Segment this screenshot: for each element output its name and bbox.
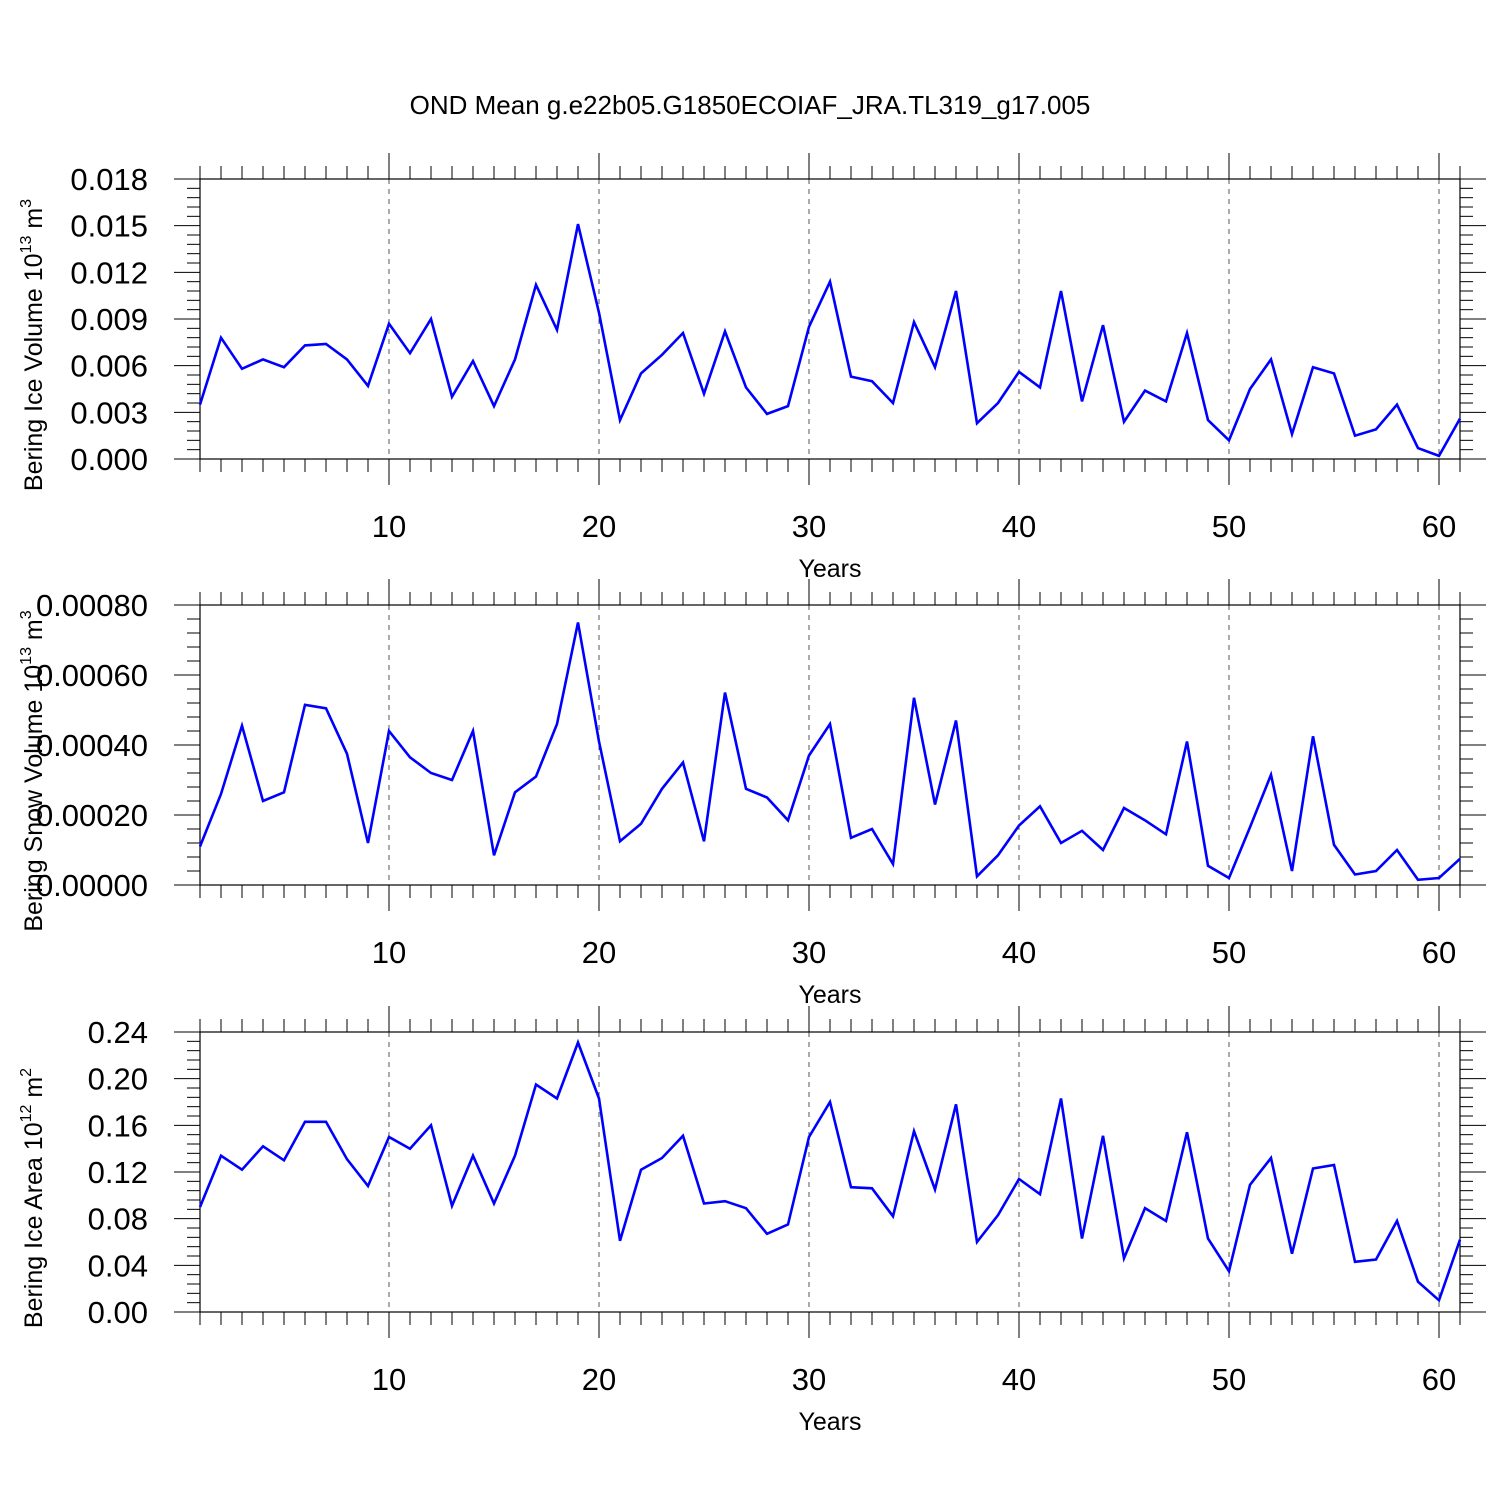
- series-line-snow-volume: [198, 622, 1461, 882]
- panel-ice-volume: 0.000 0.003 0.006 0.009 0.012 0.015 0.018 10 20 3…: [18, 153, 1486, 583]
- y-tick-label: 0.015: [70, 209, 148, 244]
- y-tick-label: 0.12: [88, 1155, 148, 1190]
- x-tick-label-30: 30: [792, 509, 826, 544]
- x-tick-label-50: 50: [1212, 509, 1246, 544]
- x-tick-label-20: 20: [582, 509, 616, 544]
- y-tick-label: 0.00000: [36, 868, 148, 903]
- x-tick-label-60: 60: [1422, 1362, 1456, 1397]
- y-axis-title-main: Bering Ice Area 10: [20, 1122, 48, 1328]
- x-axis-title: Years: [798, 555, 861, 583]
- y-axis-title-main: Bering Ice Volume 10: [20, 253, 48, 491]
- y-tick-label: 0.006: [70, 349, 148, 384]
- y-tick-label: 0.00020: [36, 798, 148, 833]
- plot-frame: [199, 1031, 1461, 1313]
- y-tick-label: 0.08: [88, 1202, 148, 1237]
- y-axis-title-main: Bering Snow Volume 10: [20, 665, 48, 932]
- x-tick-label-10: 10: [372, 935, 406, 970]
- series-line-ice-area: [198, 1038, 1462, 1303]
- y-tick-label: 0.04: [88, 1248, 148, 1283]
- y-tick-label: 0.009: [70, 302, 148, 337]
- y-tick-label: 0.24: [88, 1015, 148, 1050]
- y-axis-title-exponent: 13: [18, 236, 35, 254]
- plot-frame: [199, 178, 1461, 460]
- y-axis-title-unit: m: [20, 1077, 48, 1105]
- y-tick-label: 0.00040: [36, 728, 148, 763]
- x-tick-label-20: 20: [582, 1362, 616, 1397]
- x-tick-label-40: 40: [1002, 1362, 1036, 1397]
- y-axis-title-unit: m: [20, 619, 48, 647]
- panel-snow-volume: 0.00000 0.00020 0.00040 0.00060 0.00080 10 20 3…: [18, 579, 1486, 1009]
- y-tick-label: 0.012: [70, 255, 148, 290]
- x-tick-label-60: 60: [1422, 509, 1456, 544]
- y-axis-title: Bering Ice Volume 1013 m3: [18, 199, 48, 491]
- x-tick-label-40: 40: [1002, 509, 1036, 544]
- y-tick-label: 0.000: [70, 442, 148, 477]
- y-tick-label: 0.018: [70, 162, 148, 197]
- y-tick-label: 0.16: [88, 1108, 148, 1143]
- y-tick-label: 0.00: [88, 1295, 148, 1330]
- y-tick-label: 0.00060: [36, 658, 148, 693]
- series-line-ice-volume: [198, 223, 1462, 458]
- y-tick-label: 0.003: [70, 395, 148, 430]
- x-tick-label-50: 50: [1212, 1362, 1246, 1397]
- y-axis-title-unit-exponent: 3: [18, 199, 35, 208]
- y-axis-title-exponent: 13: [18, 647, 35, 665]
- y-axis-title-unit: m: [20, 208, 48, 236]
- x-tick-label-10: 10: [372, 1362, 406, 1397]
- x-tick-label-30: 30: [792, 1362, 826, 1397]
- chart-title: OND Mean g.e22b05.G1850ECOIAF_JRA.TL319_…: [410, 90, 1091, 120]
- plot-frame: [199, 604, 1461, 886]
- x-tick-label-20: 20: [582, 935, 616, 970]
- x-axis-title: Years: [798, 1408, 861, 1436]
- y-axis-title: Bering Snow Volume 1013 m3: [18, 610, 48, 931]
- y-axis-title-unit-exponent: 3: [18, 610, 35, 619]
- y-tick-label: 0.00080: [36, 588, 148, 623]
- y-axis-title-unit-exponent: 2: [18, 1068, 35, 1077]
- y-tick-label: 0.20: [88, 1062, 148, 1097]
- x-tick-label-30: 30: [792, 935, 826, 970]
- y-axis-title-exponent: 12: [18, 1104, 35, 1122]
- x-tick-label-60: 60: [1422, 935, 1456, 970]
- x-tick-label-50: 50: [1212, 935, 1246, 970]
- x-tick-label-10: 10: [372, 509, 406, 544]
- x-tick-label-40: 40: [1002, 935, 1036, 970]
- y-axis-title: Bering Ice Area 1012 m2: [18, 1068, 48, 1328]
- panel-ice-area: 0.00 0.04 0.08 0.12 0.16 0.20 0.24 10 20 30 40 50 60…: [18, 1006, 1486, 1436]
- x-axis-title: Years: [798, 981, 861, 1009]
